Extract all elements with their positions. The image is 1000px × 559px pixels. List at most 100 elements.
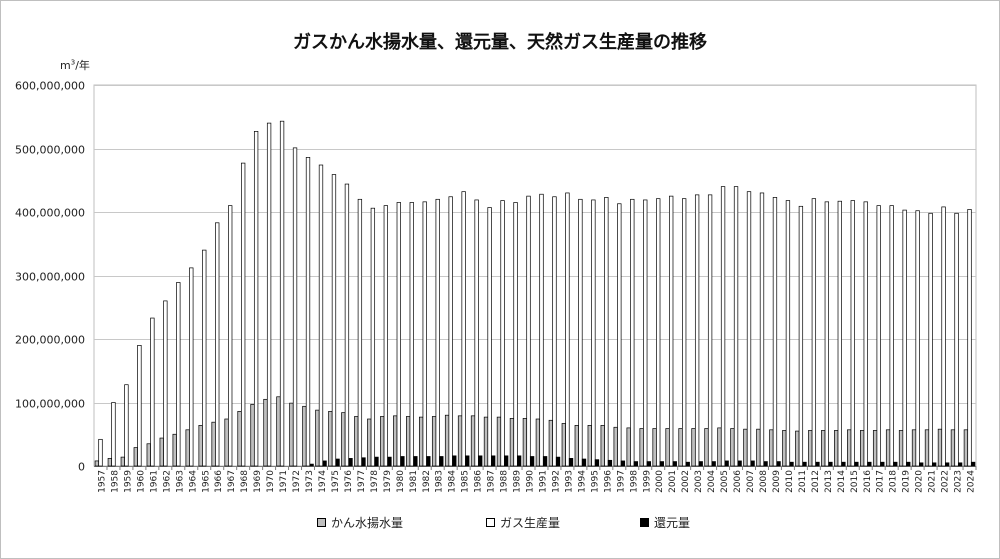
- y-tick-label: 600,000,000: [15, 80, 85, 93]
- x-tick-label: 2021: [928, 470, 938, 493]
- bar-gas: [746, 191, 752, 467]
- bar-gas: [279, 120, 285, 467]
- bar-gas: [150, 317, 155, 467]
- bar-brine: [315, 409, 320, 467]
- x-tick-label: 1959: [123, 470, 133, 493]
- bar-brine: [380, 416, 385, 467]
- bar-brine: [198, 425, 203, 467]
- bar-reinjection: [893, 461, 898, 467]
- y-axis-unit: m3/年: [60, 57, 90, 73]
- bar-brine: [509, 418, 515, 467]
- bar-gas: [163, 300, 168, 467]
- y-tick-label: 100,000,000: [15, 398, 85, 411]
- bar-reinjection: [478, 455, 483, 467]
- bar-brine: [146, 443, 151, 467]
- x-tick-label: 2012: [811, 470, 821, 493]
- bar-brine: [574, 425, 579, 467]
- x-tick-label: 1976: [344, 470, 354, 493]
- bar-brine: [782, 430, 787, 467]
- x-tick-label: 2002: [681, 470, 691, 493]
- bar-gas: [798, 205, 804, 467]
- bar-brine: [769, 429, 774, 467]
- y-tick-label: 300,000,000: [15, 271, 85, 284]
- bar-brine: [237, 411, 242, 467]
- bar-gas: [331, 174, 337, 467]
- bar-brine: [250, 404, 255, 467]
- bar-gas: [863, 201, 868, 467]
- x-tick-label: 2023: [954, 470, 964, 493]
- bar-reinjection: [932, 462, 937, 467]
- bar-brine: [406, 416, 411, 467]
- bar-gas: [344, 183, 350, 467]
- bar-reinjection: [698, 461, 703, 467]
- x-tick-label: 2019: [902, 470, 912, 493]
- bar-brine: [133, 447, 138, 467]
- x-tick-label: 1966: [214, 470, 224, 493]
- legend-label-reinjection: 還元量: [654, 516, 691, 530]
- legend-swatch-brine: [317, 518, 326, 527]
- bar-reinjection: [542, 456, 548, 467]
- bar-reinjection: [529, 456, 535, 467]
- x-tick-label: 1992: [551, 470, 561, 493]
- bar-gas: [435, 198, 440, 467]
- bar-brine: [691, 428, 696, 467]
- x-tick-label: 1997: [616, 470, 626, 493]
- bar-brine: [94, 460, 100, 467]
- bar-reinjection: [945, 462, 950, 467]
- bar-brine: [652, 428, 657, 467]
- y-tick-label: 0: [78, 461, 85, 474]
- x-tick-label: 1990: [526, 470, 536, 493]
- bar-brine: [561, 423, 566, 467]
- bar-reinjection: [970, 461, 976, 467]
- x-tick-label: 2004: [707, 470, 717, 493]
- bar-gas: [630, 198, 635, 467]
- x-tick-label: 1998: [629, 470, 639, 493]
- legend: かん水揚水量 ガス生産量 還元量: [0, 514, 1000, 534]
- bar-reinjection: [854, 461, 859, 467]
- bar-gas: [617, 203, 622, 467]
- x-tick-label: 2022: [941, 470, 951, 493]
- bar-gas: [954, 212, 959, 467]
- x-tick-label: 1983: [435, 470, 445, 493]
- bar-reinjection: [776, 461, 781, 467]
- bar-gas: [772, 197, 778, 467]
- bar-gas: [669, 195, 674, 467]
- bar-brine: [341, 412, 346, 467]
- x-tick-label: 1988: [500, 470, 510, 493]
- x-tick-label: 1970: [266, 470, 276, 493]
- bar-brine: [483, 416, 489, 467]
- bar-gas: [228, 205, 233, 467]
- bar-brine: [276, 396, 281, 467]
- bar-brine: [185, 429, 190, 467]
- legend-item-reinjection: 還元量: [640, 514, 690, 531]
- bar-gas: [202, 249, 207, 467]
- bar-brine: [419, 416, 424, 467]
- bar-gas: [111, 402, 116, 467]
- x-tick-label: 2013: [824, 470, 834, 493]
- bar-gas: [409, 202, 414, 467]
- x-tick-label: 1968: [240, 470, 250, 493]
- bar-brine: [821, 430, 826, 467]
- bar-reinjection: [309, 463, 314, 467]
- bar-reinjection: [322, 460, 327, 467]
- bar-gas: [137, 345, 142, 467]
- x-tick-label: 1967: [227, 470, 237, 493]
- bar-gas: [487, 207, 492, 467]
- bar-brine: [393, 415, 398, 467]
- bar-reinjection: [633, 461, 639, 467]
- bar-gas: [941, 206, 946, 467]
- bar-brine: [224, 418, 229, 467]
- bar-reinjection: [361, 457, 366, 467]
- bar-gas: [720, 186, 726, 467]
- bar-gas: [383, 205, 388, 467]
- bar-reinjection: [750, 460, 755, 467]
- x-tick-label: 1963: [175, 470, 185, 493]
- bar-reinjection: [439, 456, 444, 467]
- bar-brine: [263, 398, 268, 467]
- bar-brine: [756, 428, 761, 467]
- bar-gas: [305, 157, 311, 467]
- bar-gas: [850, 200, 855, 467]
- bar-brine: [328, 411, 333, 467]
- bar-reinjection: [400, 456, 405, 467]
- bar-gas: [461, 191, 466, 467]
